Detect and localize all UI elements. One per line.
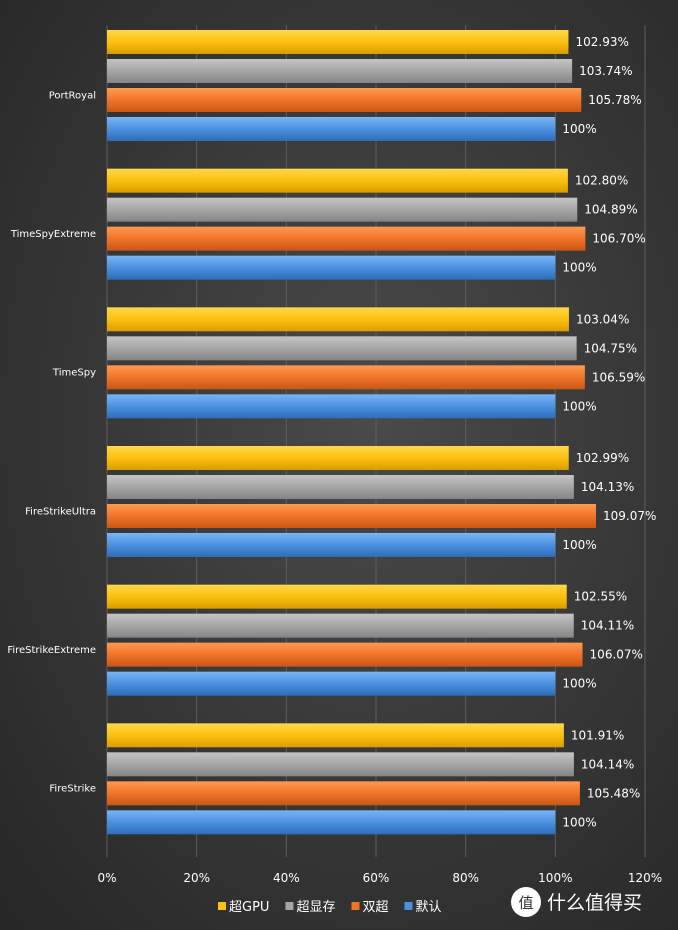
bar (107, 752, 574, 777)
bar (107, 307, 569, 332)
legend-swatch (351, 902, 360, 910)
bar (107, 117, 556, 141)
category-label: PortRoyal (49, 90, 96, 101)
bar (107, 226, 586, 251)
category-labels: PortRoyal TimeSpyExtreme TimeSpy FireStrike… (7, 90, 96, 794)
data-label: 100% (562, 122, 596, 136)
legend-swatch (218, 902, 226, 910)
bar (107, 584, 567, 609)
x-tick-label: 60% (363, 871, 390, 885)
data-label: 106.07% (590, 648, 643, 662)
bar (107, 671, 556, 696)
bar (107, 394, 556, 419)
category-label: FireStrikeUltra (25, 506, 96, 517)
data-label: 104.89% (584, 203, 637, 217)
category-label: TimeSpy (52, 368, 96, 379)
bar (107, 642, 583, 667)
x-tick-label: 0% (97, 871, 116, 885)
data-label: 105.48% (587, 786, 640, 800)
legend-swatch (404, 902, 413, 910)
data-label: 106.59% (592, 370, 645, 384)
x-tick-label: 20% (183, 871, 210, 885)
data-label: 102.55% (574, 590, 627, 604)
watermark-text: 什么值得买 (547, 892, 642, 914)
data-label: 100% (562, 261, 596, 275)
grid-lines (106, 25, 646, 857)
bar (107, 475, 574, 499)
bar (107, 504, 596, 528)
bar (107, 810, 556, 835)
data-label: 104.14% (581, 757, 634, 771)
data-label: 105.78% (588, 93, 641, 107)
watermark-logo-icon (511, 887, 541, 917)
data-label: 106.70% (592, 232, 645, 246)
data-label: 104.75% (584, 341, 637, 355)
category-label: FireStrikeExtreme (7, 645, 96, 656)
bar (107, 88, 582, 112)
data-label: 103.04% (576, 312, 629, 326)
legend-label: 双超 (362, 900, 388, 915)
watermark: 值 什么值得买 (511, 887, 642, 917)
bar (107, 723, 564, 748)
watermark-logo-glyph: 值 (518, 894, 533, 912)
data-label: 102.93% (575, 35, 628, 49)
category-label: TimeSpyExtreme (10, 229, 96, 240)
bar (107, 197, 578, 222)
x-tick-label: 100% (538, 871, 572, 885)
data-label: 100% (562, 815, 596, 829)
x-tick-label: 80% (452, 871, 479, 885)
bar (107, 533, 556, 557)
bar (107, 59, 573, 83)
legend: 超GPU 超显存 双超 默认 (218, 899, 441, 915)
bars: 102.93% 103.74% 105.78% 100% 102.80% 104.89% 1… (107, 30, 656, 835)
bar (107, 168, 568, 193)
legend-swatch (285, 902, 294, 910)
category-label: FireStrike (49, 784, 96, 795)
data-label: 109.07% (603, 509, 656, 523)
bar (107, 255, 556, 280)
data-label: 102.99% (576, 451, 629, 465)
data-label: 101.91% (571, 728, 624, 742)
data-label: 100% (562, 538, 596, 552)
legend-label: 默认 (415, 899, 441, 915)
x-tick-label: 120% (628, 871, 662, 885)
data-label: 104.11% (581, 619, 634, 633)
bar (107, 781, 580, 806)
legend-label: 超GPU (229, 900, 269, 915)
bar (107, 365, 585, 390)
data-label: 103.74% (579, 64, 632, 78)
bar (107, 613, 574, 638)
data-label: 100% (562, 677, 596, 691)
data-label: 100% (562, 399, 596, 413)
data-label: 104.13% (581, 480, 634, 494)
legend-label: 超显存 (296, 900, 335, 915)
bar (107, 336, 577, 361)
bar (107, 30, 569, 54)
x-tick-label: 40% (273, 871, 300, 885)
data-label: 102.80% (575, 174, 628, 188)
bar (107, 446, 569, 470)
x-axis-tick-labels: 0% 20% 40% 60% 80% 100% 120% (97, 871, 662, 885)
